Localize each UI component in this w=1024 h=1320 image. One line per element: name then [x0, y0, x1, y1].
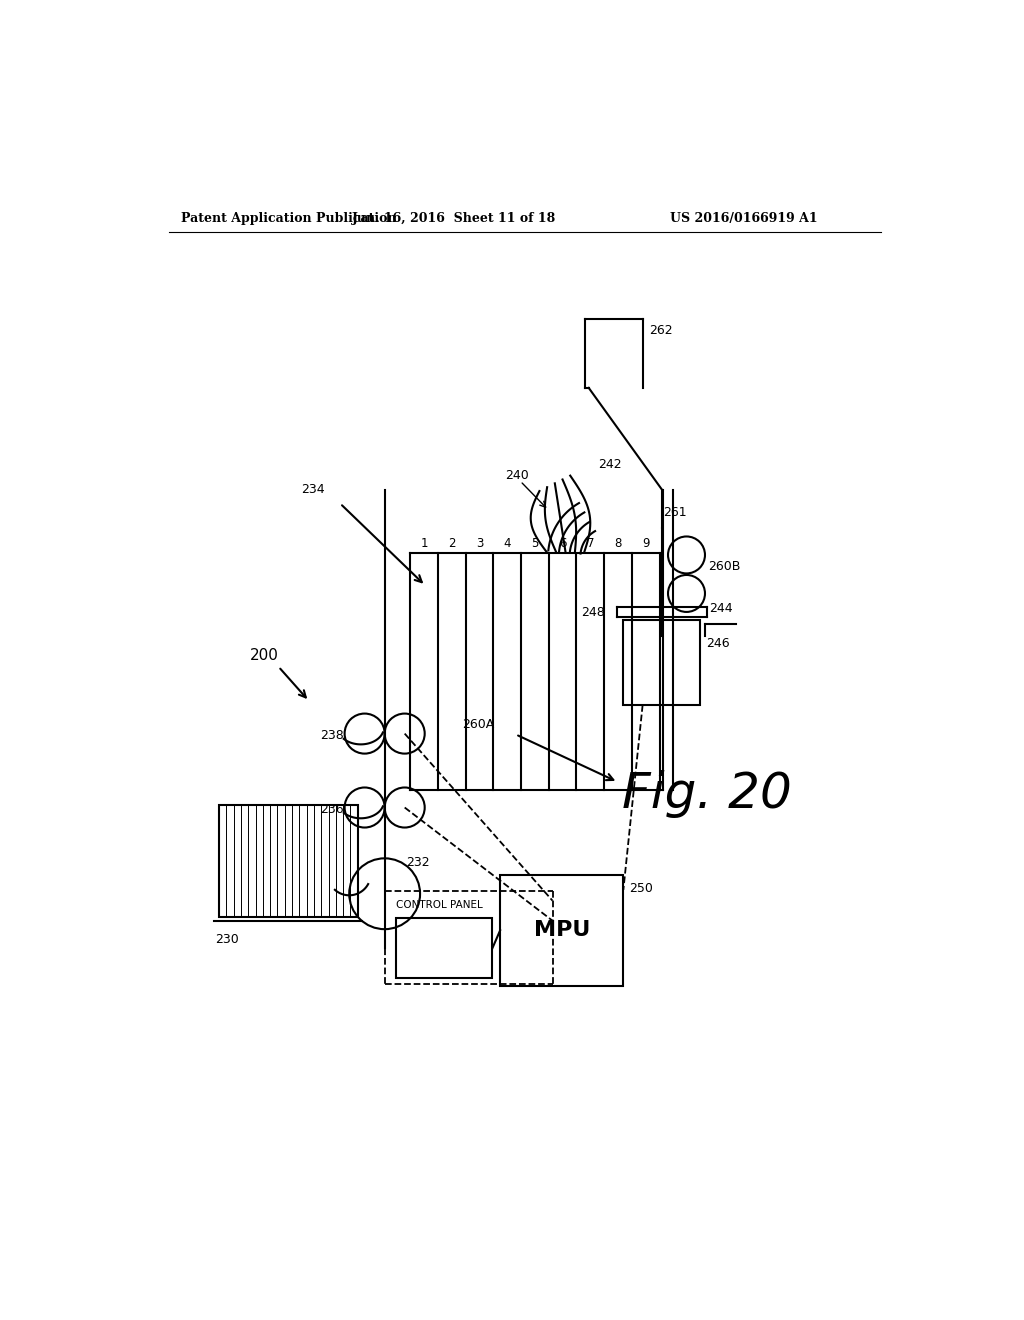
- Text: 261: 261: [664, 506, 687, 519]
- Text: 200: 200: [250, 648, 279, 663]
- Bar: [396, 919, 493, 978]
- Text: 240: 240: [505, 469, 528, 482]
- Text: 262: 262: [649, 323, 673, 337]
- Text: 244: 244: [709, 602, 732, 615]
- Text: 232: 232: [407, 857, 430, 870]
- Text: 242: 242: [598, 458, 622, 471]
- Text: CONTROL PANEL: CONTROL PANEL: [396, 900, 483, 911]
- Bar: [219, 805, 357, 917]
- Bar: [624, 620, 700, 705]
- Text: 7: 7: [587, 537, 594, 550]
- Text: Jun. 16, 2016  Sheet 11 of 18: Jun. 16, 2016 Sheet 11 of 18: [352, 213, 556, 224]
- Text: 248: 248: [581, 606, 605, 619]
- Text: 230: 230: [215, 933, 239, 946]
- Text: 238: 238: [319, 729, 344, 742]
- Text: 9: 9: [642, 537, 649, 550]
- Text: 234: 234: [301, 483, 326, 496]
- Text: Patent Application Publication: Patent Application Publication: [180, 213, 396, 224]
- Text: 3: 3: [476, 537, 483, 550]
- Text: 1: 1: [420, 537, 428, 550]
- Text: 5: 5: [531, 537, 539, 550]
- Text: 6: 6: [559, 537, 566, 550]
- Text: US 2016/0166919 A1: US 2016/0166919 A1: [670, 213, 817, 224]
- Text: 4: 4: [504, 537, 511, 550]
- Bar: [500, 875, 624, 986]
- Text: MPU: MPU: [534, 920, 590, 940]
- Text: 8: 8: [614, 537, 622, 550]
- Text: 246: 246: [707, 638, 730, 649]
- Text: 260B: 260B: [708, 560, 740, 573]
- Text: 2: 2: [447, 537, 456, 550]
- Text: Fig. 20: Fig. 20: [622, 770, 792, 817]
- Text: 236: 236: [319, 803, 344, 816]
- Text: 250: 250: [630, 882, 653, 895]
- Text: 260A: 260A: [462, 718, 494, 731]
